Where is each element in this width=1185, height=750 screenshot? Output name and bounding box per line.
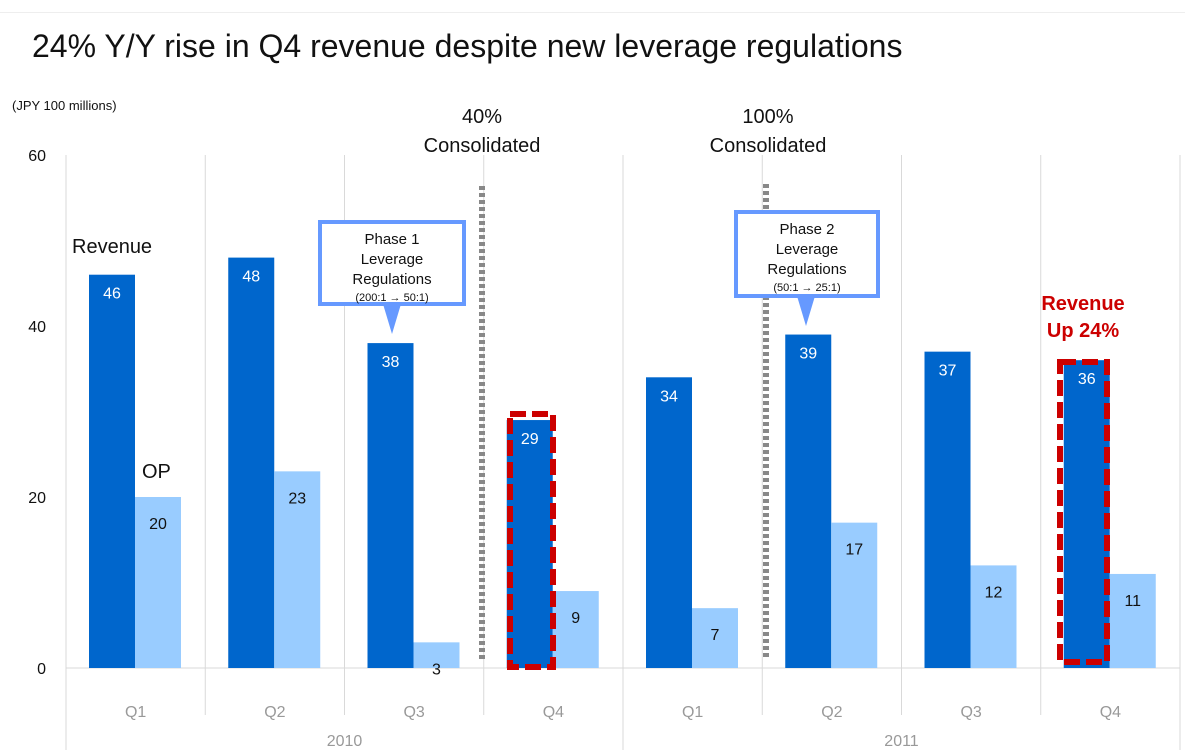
phase2-callout-text: Phase 2 bbox=[779, 221, 834, 238]
phase2-callout-ratio: (50:1 → 25:1) bbox=[773, 282, 840, 294]
revenue-bar bbox=[506, 420, 553, 668]
consolidation-percent: 100% bbox=[742, 106, 793, 128]
op-bar bbox=[692, 608, 738, 668]
revenue-bar bbox=[228, 257, 275, 668]
year-group-label: 2010 bbox=[327, 733, 363, 750]
chart-title: 24% Y/Y rise in Q4 revenue despite new l… bbox=[32, 28, 903, 64]
x-tick-label: Q2 bbox=[264, 704, 285, 721]
op-value-label: 9 bbox=[571, 610, 580, 627]
consolidation-label: Consolidated bbox=[710, 135, 827, 157]
phase1-callout-pointer bbox=[383, 304, 401, 334]
x-tick-label: Q3 bbox=[960, 704, 981, 721]
revenue-value-label: 48 bbox=[242, 269, 260, 286]
top-divider bbox=[0, 12, 1185, 13]
op-value-label: 11 bbox=[1124, 593, 1141, 610]
op-bar bbox=[1109, 573, 1156, 668]
legend-revenue-label: Revenue bbox=[72, 236, 152, 258]
phase1-callout-text: Regulations bbox=[352, 271, 431, 288]
revenue-up-annotation: Revenue bbox=[1041, 293, 1124, 315]
y-tick-label: 0 bbox=[37, 661, 46, 678]
op-value-label: 17 bbox=[845, 542, 863, 559]
q4-2011-highlight bbox=[1057, 359, 1110, 665]
revenue-bar bbox=[646, 377, 692, 668]
y-tick-label: 20 bbox=[28, 490, 46, 507]
phase1-callout-text: Leverage bbox=[361, 251, 424, 268]
x-tick-label: Q4 bbox=[543, 704, 564, 721]
phase2-callout-box bbox=[734, 210, 880, 298]
revenue-value-label: 34 bbox=[660, 388, 678, 405]
phase1-callout-text: Phase 1 bbox=[364, 231, 419, 248]
consolidation-label: Consolidated bbox=[424, 135, 541, 157]
revenue-value-label: 46 bbox=[103, 286, 121, 303]
x-tick-label: Q2 bbox=[821, 704, 842, 721]
year-group-label: 2011 bbox=[884, 733, 919, 750]
phase2-callout-text: Leverage bbox=[776, 241, 839, 258]
legend-op-label: OP bbox=[142, 461, 171, 483]
op-bar bbox=[274, 471, 321, 668]
x-tick-label: Q3 bbox=[403, 704, 424, 721]
op-bar bbox=[135, 497, 181, 668]
op-bar bbox=[413, 642, 460, 668]
op-value-label: 7 bbox=[711, 627, 720, 644]
revenue-bar bbox=[89, 274, 135, 668]
revenue-up-annotation: Up 24% bbox=[1047, 320, 1119, 342]
q4-2010-highlight bbox=[507, 411, 556, 670]
revenue-bar bbox=[785, 334, 832, 668]
x-tick-label: Q1 bbox=[125, 704, 146, 721]
revenue-value-label: 29 bbox=[521, 431, 539, 448]
revenue-value-label: 36 bbox=[1078, 371, 1096, 388]
phase2-callout-pointer bbox=[797, 296, 815, 326]
op-bar bbox=[970, 565, 1017, 668]
y-axis-unit-label: (JPY 100 millions) bbox=[12, 98, 117, 113]
consolidation-percent: 40% bbox=[462, 106, 502, 128]
revenue-bar bbox=[367, 343, 414, 668]
revenue-bar bbox=[924, 351, 971, 668]
op-value-label: 3 bbox=[432, 661, 441, 678]
revenue-value-label: 39 bbox=[799, 346, 817, 363]
y-tick-label: 60 bbox=[28, 148, 46, 165]
phase1-callout-ratio: (200:1 → 50:1) bbox=[355, 292, 428, 304]
x-tick-label: Q4 bbox=[1100, 704, 1121, 721]
op-value-label: 23 bbox=[288, 490, 306, 507]
op-value-label: 20 bbox=[149, 516, 167, 533]
op-bar bbox=[831, 522, 878, 668]
x-tick-label: Q1 bbox=[682, 704, 703, 721]
revenue-value-label: 38 bbox=[382, 354, 400, 371]
revenue-value-label: 37 bbox=[939, 363, 957, 380]
op-value-label: 12 bbox=[985, 584, 1003, 601]
phase2-callout-text: Regulations bbox=[767, 261, 846, 278]
revenue-bar bbox=[1063, 360, 1110, 668]
phase1-callout-box bbox=[318, 220, 466, 306]
y-tick-label: 40 bbox=[28, 319, 46, 336]
op-bar bbox=[552, 591, 599, 668]
